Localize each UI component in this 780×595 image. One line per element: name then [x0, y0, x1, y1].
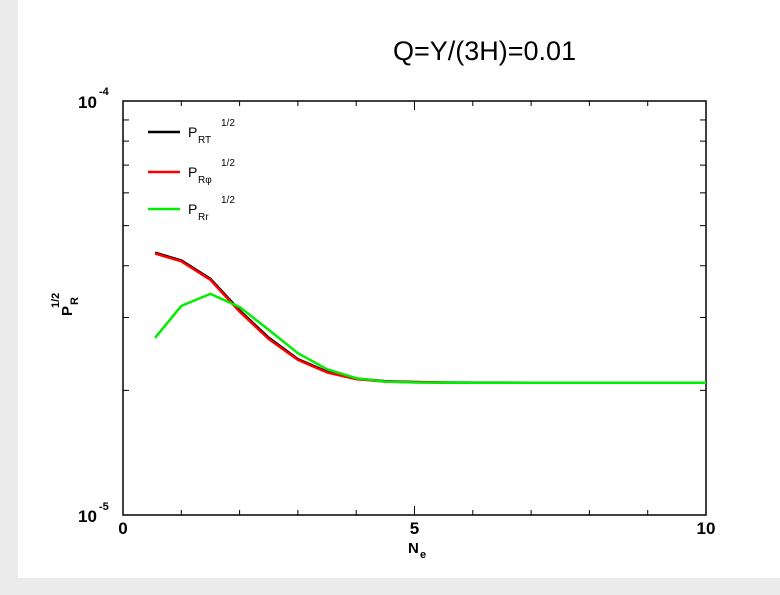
- y-tick-label-top-exp: -4: [99, 86, 110, 98]
- y-axis-label-sup: 1/2: [50, 293, 62, 308]
- y-axis-label-main: P: [59, 306, 76, 316]
- y-tick-label-bottom-exp: -5: [99, 501, 109, 513]
- x-axis-label: N e: [408, 540, 426, 561]
- x-tick-label-10: 10: [697, 519, 716, 538]
- legend: P RT 1/2 P Rφ 1/2 P Rr 1/2: [148, 118, 235, 223]
- x-tick-label-5: 5: [410, 519, 419, 538]
- legend-label-1-sub: Rφ: [198, 175, 212, 186]
- x-tick-label-0: 0: [118, 519, 127, 538]
- chart-svg: Q=Υ/(3H)=0.01 10 -4 10 -5 0 5 10 N e P R…: [50, 36, 716, 561]
- series-line-2: [154, 292, 706, 384]
- series-line-1: [154, 252, 444, 384]
- legend-label-1-sup: 1/2: [221, 158, 235, 169]
- legend-item-2: P Rr 1/2: [148, 195, 235, 223]
- chart-title: Q=Υ/(3H)=0.01: [393, 36, 576, 66]
- y-tick-top: 10 -4: [78, 86, 110, 112]
- legend-item-1: P Rφ 1/2: [148, 158, 235, 186]
- y-tick-label-bottom-base: 10: [78, 507, 97, 526]
- legend-label-0-sub: RT: [198, 135, 211, 146]
- plot-frame: [122, 100, 707, 516]
- legend-label-2-sup: 1/2: [221, 195, 235, 206]
- plot-canvas: Q=Υ/(3H)=0.01 10 -4 10 -5 0 5 10 N e P R…: [18, 0, 780, 578]
- series-line-0: [154, 251, 706, 384]
- legend-label-0: P: [188, 124, 197, 140]
- legend-item-0: P RT 1/2: [148, 118, 235, 146]
- legend-label-2-sub: Rr: [198, 212, 209, 223]
- y-tick-label-top-base: 10: [78, 93, 97, 112]
- legend-label-1: P: [188, 164, 197, 180]
- y-axis-label-sub: R: [69, 297, 81, 305]
- y-tick-bottom: 10 -5: [78, 501, 109, 526]
- legend-label-0-sup: 1/2: [221, 118, 235, 129]
- series-layer: [154, 251, 706, 384]
- x-axis-label-main: N: [408, 540, 419, 557]
- x-axis-label-sub: e: [420, 549, 426, 561]
- axis-ticks: [122, 101, 707, 515]
- y-axis-label: P R 1/2: [50, 293, 81, 316]
- legend-label-2: P: [188, 201, 197, 217]
